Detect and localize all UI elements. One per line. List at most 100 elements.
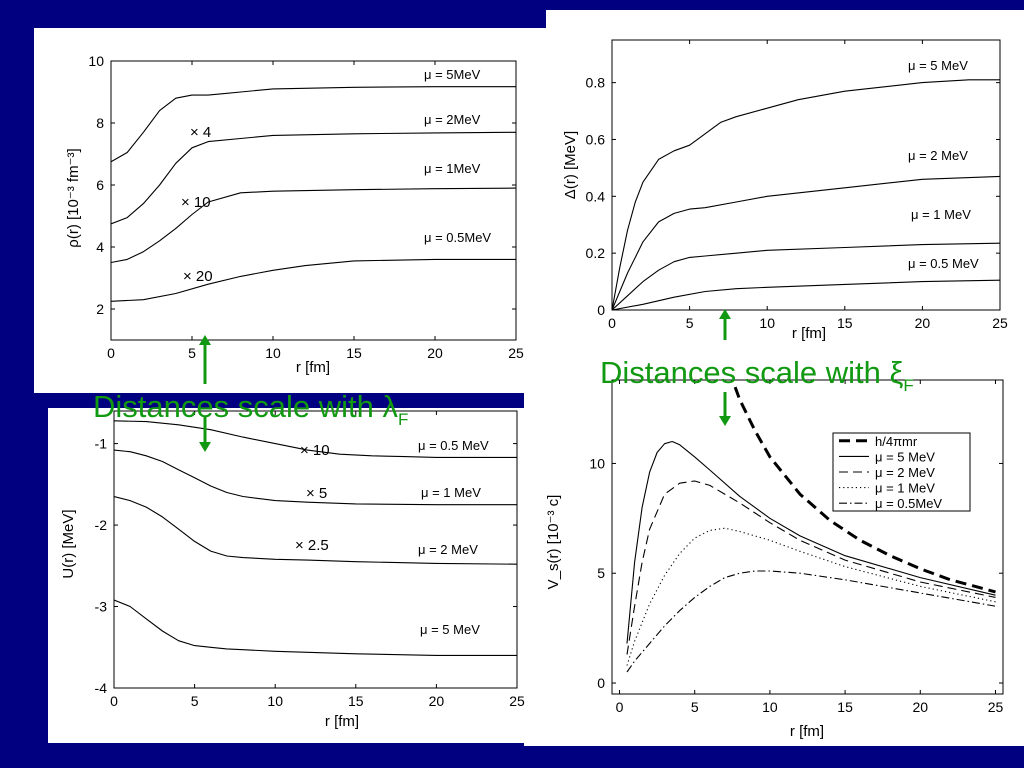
x-tick-label: 5	[686, 315, 694, 331]
series-label: μ = 0.5 MeV	[908, 256, 979, 271]
series-label: μ = 0.5 MeV	[418, 438, 489, 453]
density-chart: 0 5 10 15 20 25 2 4 6 8 10 r [fm] ρ(r) [10⁻³ fm⁻³] μ …	[65, 53, 524, 376]
x-tick-label: 10	[759, 315, 775, 331]
series-line-2	[626, 480, 996, 655]
series-label: μ = 5MeV	[424, 67, 481, 82]
series-line-1	[111, 131, 516, 225]
plot-frame	[113, 410, 518, 689]
y-tick-label: 2	[96, 301, 104, 317]
series-line-4	[626, 570, 996, 673]
series-label: μ = 1MeV	[424, 161, 481, 176]
x-axis-label: r [fm]	[325, 713, 359, 730]
y-tick-label: 10	[88, 53, 104, 69]
y-axis-label: V_s(r) [10⁻³ c]	[545, 495, 562, 590]
scale-annotation: × 2.5	[295, 537, 329, 554]
y-axis-label: ρ(r) [10⁻³ fm⁻³]	[65, 148, 82, 247]
x-tick-label: 10	[265, 345, 281, 361]
y-tick-label: -2	[95, 517, 108, 533]
potential-panel	[48, 408, 528, 743]
x-tick-label: 15	[837, 699, 853, 715]
series-label: μ = 1 MeV	[911, 207, 971, 222]
legend-label: μ = 0.5MeV	[875, 496, 942, 511]
annotation-lambda: Distances scale with λF	[93, 389, 408, 429]
series-label: μ = 2MeV	[424, 112, 481, 127]
y-tick-label: 0	[597, 302, 605, 318]
scale-annotation: × 5	[306, 485, 327, 502]
legend-label: μ = 2 MeV	[875, 465, 935, 480]
y-tick-label: 0.8	[586, 75, 606, 91]
series-line-0	[111, 86, 516, 163]
x-tick-label: 0	[616, 699, 624, 715]
y-tick-label: 0.2	[586, 245, 606, 261]
plot-frame	[611, 379, 1004, 695]
series-label: μ = 2 MeV	[418, 542, 478, 557]
x-axis-label: r [fm]	[296, 359, 330, 376]
x-tick-label: 25	[988, 699, 1004, 715]
scale-annotation: × 10	[181, 194, 211, 211]
series-label: μ = 5 MeV	[908, 58, 968, 73]
x-tick-label: 25	[992, 315, 1008, 331]
y-tick-label: 0.4	[586, 188, 606, 204]
x-axis-label: r [fm]	[790, 723, 824, 740]
y-axis-label: U(r) [MeV]	[60, 509, 77, 578]
y-tick-label: 6	[96, 177, 104, 193]
series-line-2	[612, 242, 1000, 310]
x-tick-label: 20	[429, 693, 445, 709]
x-tick-label: 0	[107, 345, 115, 361]
arrow-left	[199, 335, 211, 452]
scale-annotation: × 10	[300, 442, 330, 459]
x-tick-label: 15	[837, 315, 853, 331]
scale-annotation: × 4	[190, 124, 211, 141]
velocity-chart: 0 5 10 15 20 25 0 5 10 r [fm] V_s(r) [10⁻³ c] h/4πm…	[545, 379, 1004, 740]
x-tick-label: 5	[188, 345, 196, 361]
series-line-2	[114, 495, 517, 565]
scale-annotation: × 20	[183, 268, 213, 285]
y-tick-label: -3	[95, 599, 108, 615]
potential-chart: 0 5 10 15 20 25 -1 -2 -3 -4 r [fm] U(r) [MeV] μ = 0.…	[60, 410, 525, 730]
series-line-2	[111, 187, 516, 264]
y-tick-label: 0.6	[586, 131, 606, 147]
x-tick-label: 15	[346, 345, 362, 361]
y-axis-label: Δ(r) [MeV]	[562, 131, 579, 199]
x-tick-label: 10	[267, 693, 283, 709]
series-label: μ = 0.5MeV	[424, 230, 491, 245]
annotation-xi: Distances scale with ξF	[600, 355, 914, 395]
series-line-0	[114, 420, 517, 458]
series-line-3	[626, 527, 996, 666]
legend-label: μ = 1 MeV	[875, 481, 935, 496]
velocity-panel	[524, 348, 1024, 746]
series-line-1	[626, 440, 996, 644]
series-line-0	[730, 380, 996, 594]
x-tick-label: 25	[509, 693, 525, 709]
x-tick-label: 20	[427, 345, 443, 361]
x-tick-label: 10	[762, 699, 778, 715]
y-tick-label: -4	[95, 680, 108, 696]
x-tick-label: 20	[915, 315, 931, 331]
series-line-1	[114, 449, 517, 506]
series-label: μ = 5 MeV	[420, 622, 480, 637]
y-tick-label: 10	[589, 455, 605, 471]
legend-label: μ = 5 MeV	[875, 449, 935, 464]
y-tick-label: 4	[96, 239, 104, 255]
series-line-0	[612, 79, 1000, 310]
y-tick-label: -1	[95, 436, 108, 452]
arrow-right	[719, 309, 731, 426]
y-tick-label: 5	[597, 565, 605, 581]
plot-frame	[110, 60, 517, 341]
series-line-3	[612, 279, 1000, 310]
x-tick-label: 20	[912, 699, 928, 715]
y-tick-label: 0	[597, 675, 605, 691]
x-tick-label: 0	[110, 693, 118, 709]
x-tick-label: 25	[508, 345, 524, 361]
series-label: μ = 1 MeV	[421, 485, 481, 500]
x-axis-label: r [fm]	[792, 325, 826, 342]
series-line-3	[114, 599, 517, 656]
x-tick-label: 5	[691, 699, 699, 715]
y-tick-label: 8	[96, 115, 104, 131]
series-line-1	[612, 175, 1000, 310]
gap-chart: 0 5 10 15 20 25 0 0.2 0.4 0.6 0.8 r [fm] Δ(r) [MeV] μ…	[562, 39, 1008, 342]
x-tick-label: 0	[608, 315, 616, 331]
legend-label: h/4πmr	[875, 434, 918, 449]
